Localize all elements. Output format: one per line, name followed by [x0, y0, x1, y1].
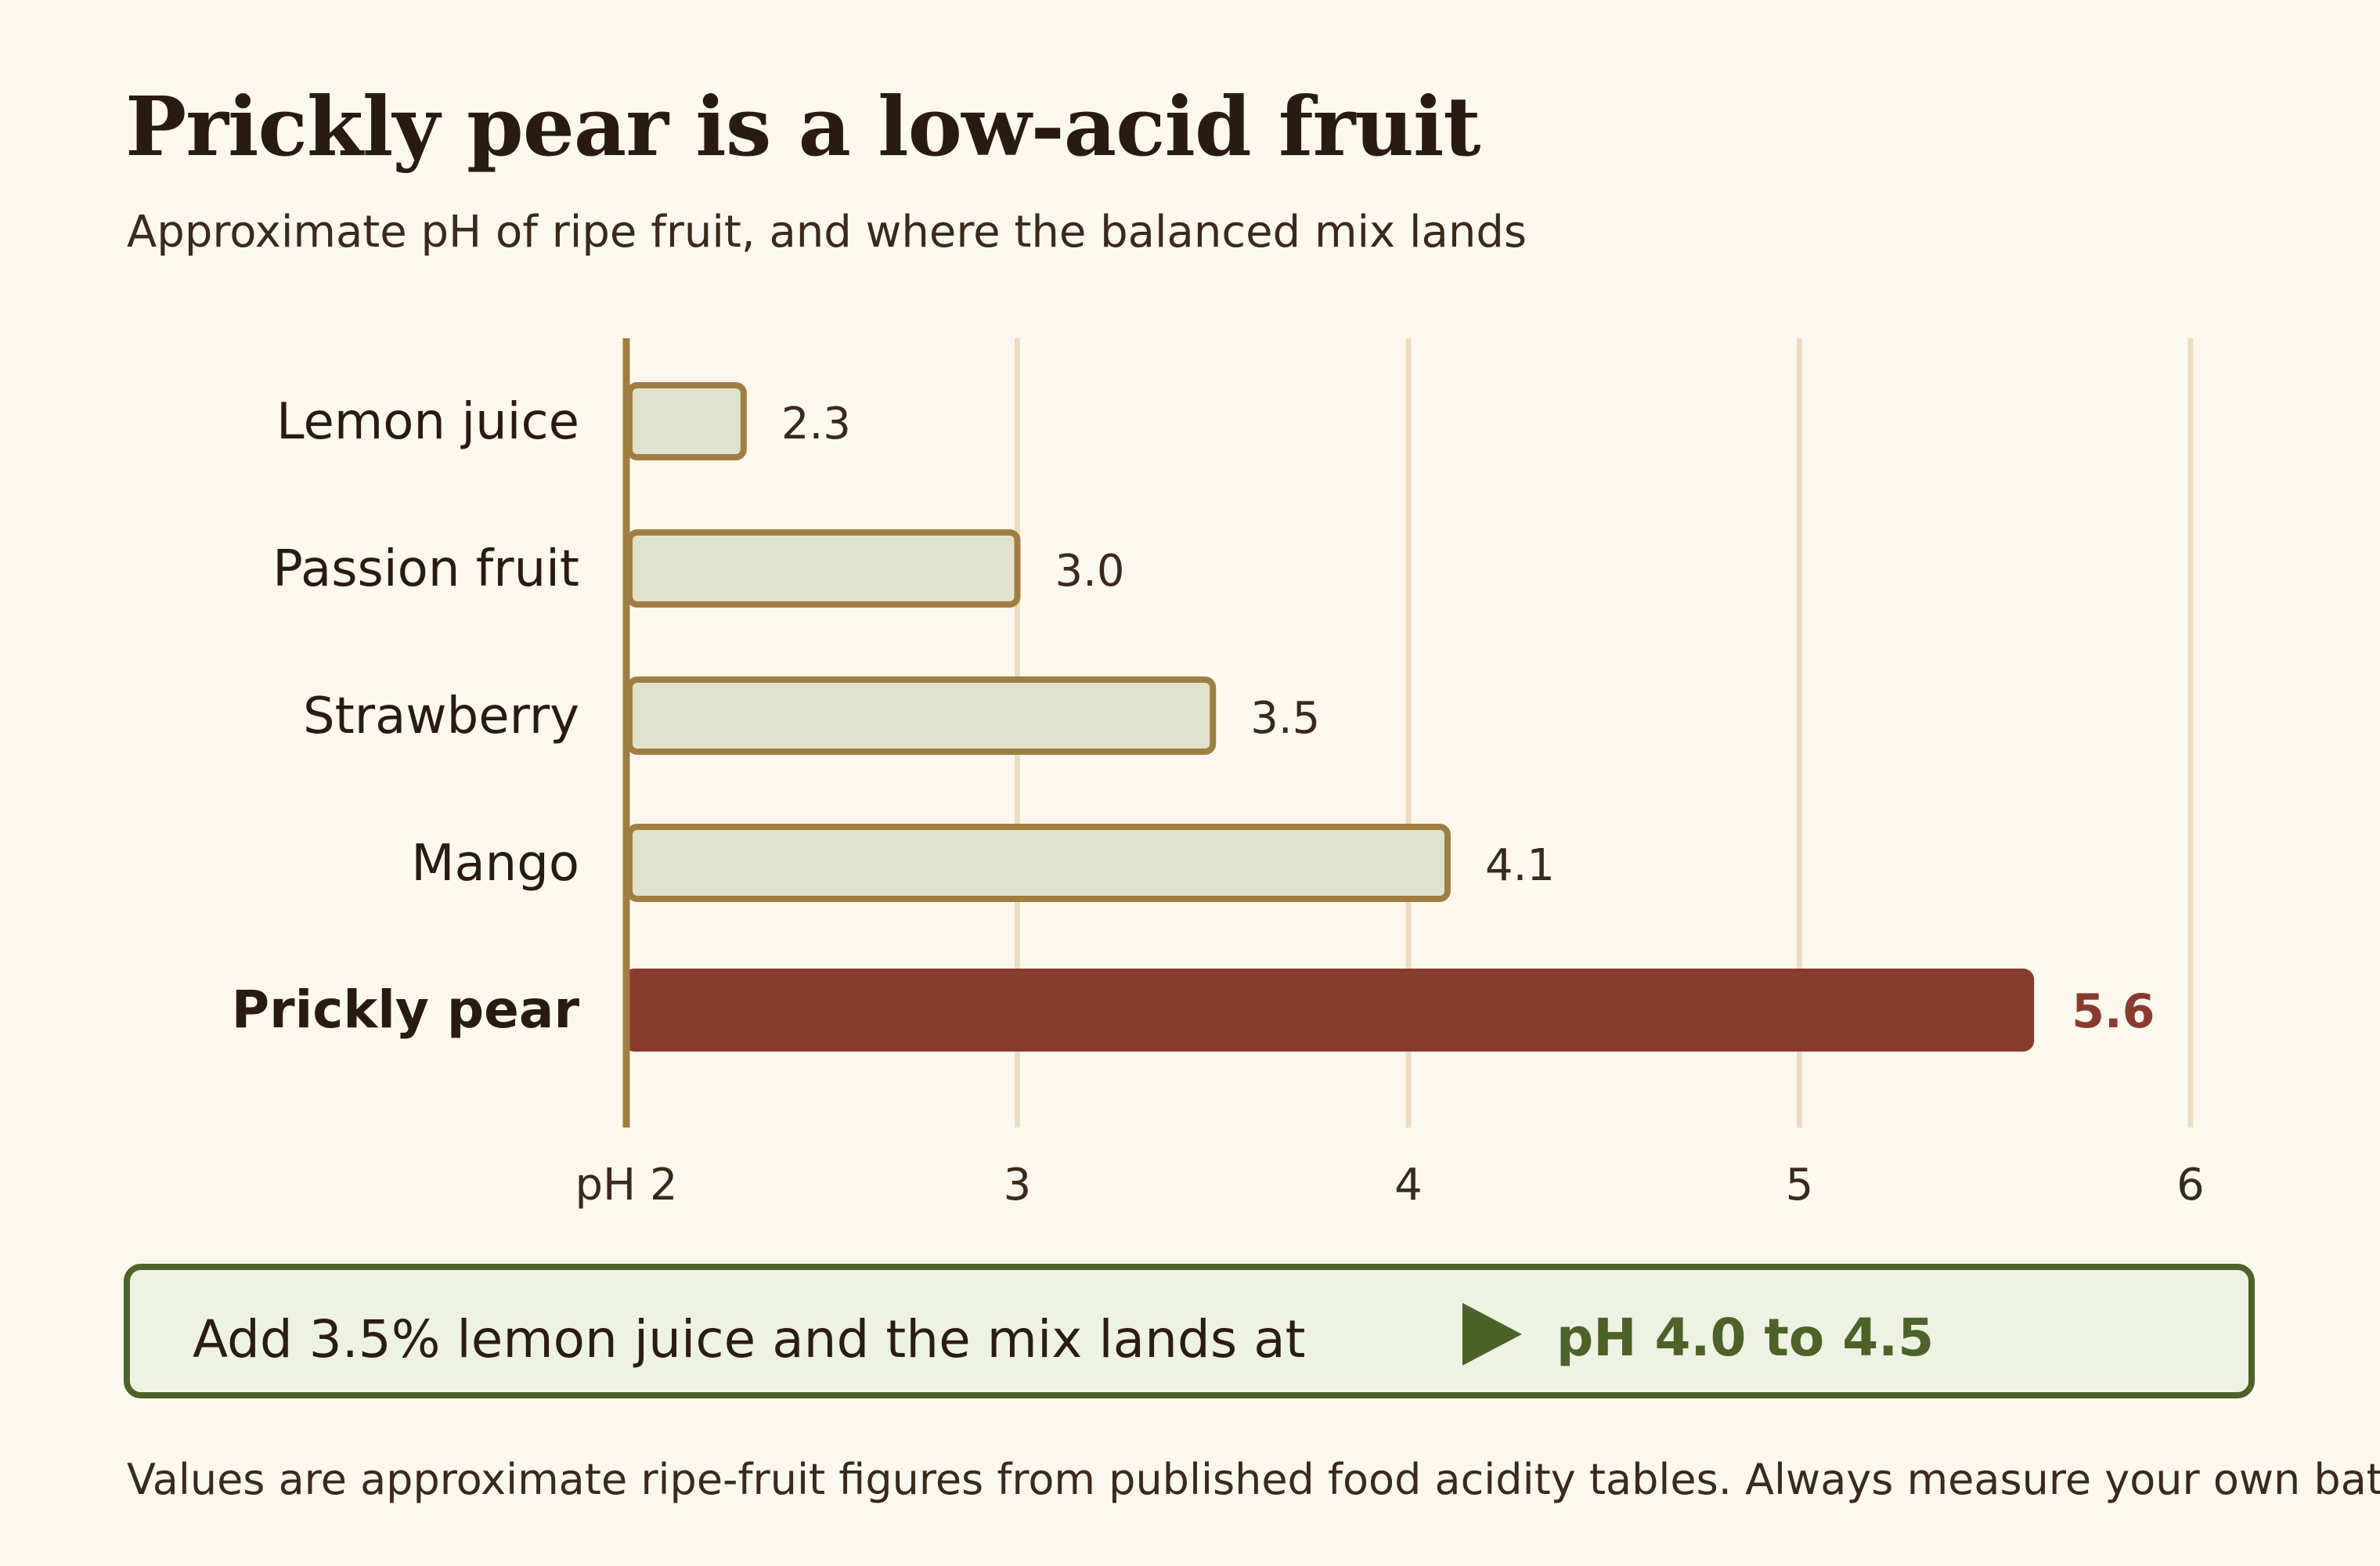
bar — [626, 677, 1217, 755]
mix-result-callout: Add 3.5% lemon juice and the mix lands a… — [124, 1264, 2255, 1398]
category-label: Lemon juice — [276, 393, 579, 451]
value-label: 3.0 — [1055, 546, 1125, 597]
labels: pH 2 3 4 5 6 Lemon juice 2.3 Passion fruit 3.0 St… — [232, 393, 2205, 1211]
callout-text: Add 3.5% lemon juice and the mix lands a… — [193, 1309, 1306, 1369]
category-label: Prickly pear — [232, 980, 580, 1040]
play-arrow-icon — [1462, 1303, 1522, 1366]
category-label: Mango — [411, 835, 579, 893]
value-label: 5.6 — [2072, 984, 2155, 1039]
chart-subtitle: Approximate pH of ripe fruit, and where … — [127, 207, 1527, 258]
x-tick-label: 3 — [1004, 1160, 1032, 1211]
bar — [626, 529, 1021, 608]
x-tick-label: 4 — [1394, 1160, 1423, 1211]
category-label: Passion fruit — [272, 540, 579, 598]
category-label: Strawberry — [303, 687, 579, 745]
chart-title: Prickly pear is a low-acid fruit — [125, 78, 1481, 175]
x-tick-label: 6 — [2176, 1160, 2205, 1211]
value-label: 2.3 — [781, 399, 851, 449]
bars — [622, 338, 2035, 1128]
value-label: 4.1 — [1485, 840, 1555, 891]
bar — [626, 382, 747, 460]
x-tick-label: 5 — [1786, 1160, 1814, 1211]
x-tick-label: pH 2 — [575, 1160, 677, 1211]
footnote: Values are approximate ripe-fruit figure… — [127, 1455, 2380, 1504]
callout-ph-range: pH 4.0 to 4.5 — [1556, 1308, 1935, 1368]
value-label: 3.5 — [1250, 693, 1320, 744]
bar — [626, 824, 1451, 902]
bar-chart: pH 2 3 4 5 6 Lemon juice 2.3 Passion fruit 3.0 St… — [232, 338, 2205, 1211]
bar-highlight — [623, 969, 2035, 1052]
